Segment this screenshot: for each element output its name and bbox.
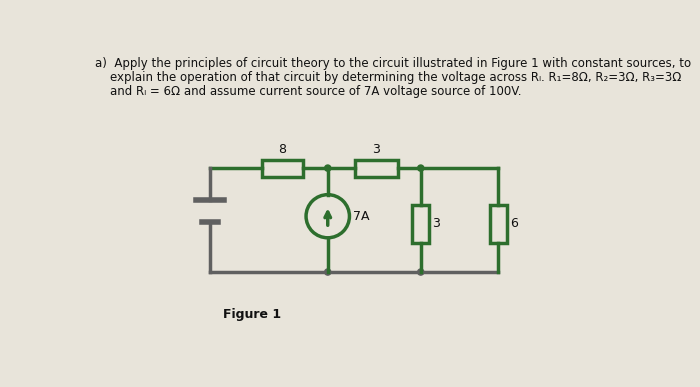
Text: 3: 3 [433, 217, 440, 230]
Circle shape [325, 269, 331, 275]
Circle shape [418, 269, 424, 275]
Bar [490, 205, 507, 243]
Circle shape [325, 165, 331, 171]
Bar [262, 159, 303, 176]
Text: 8: 8 [279, 143, 286, 156]
Bar [355, 159, 398, 176]
Text: a)  Apply the principles of circuit theory to the circuit illustrated in Figure : a) Apply the principles of circuit theor… [95, 57, 692, 70]
Text: 3: 3 [372, 143, 380, 156]
Text: explain the operation of that circuit by determining the voltage across Rₗ. R₁=8: explain the operation of that circuit by… [95, 71, 682, 84]
Circle shape [418, 165, 424, 171]
Bar [412, 205, 429, 243]
Text: Figure 1: Figure 1 [223, 308, 281, 321]
Text: and Rₗ = 6Ω and assume current source of 7A voltage source of 100V.: and Rₗ = 6Ω and assume current source of… [95, 85, 522, 98]
Text: 6: 6 [510, 217, 518, 230]
Text: 7A: 7A [354, 210, 370, 223]
